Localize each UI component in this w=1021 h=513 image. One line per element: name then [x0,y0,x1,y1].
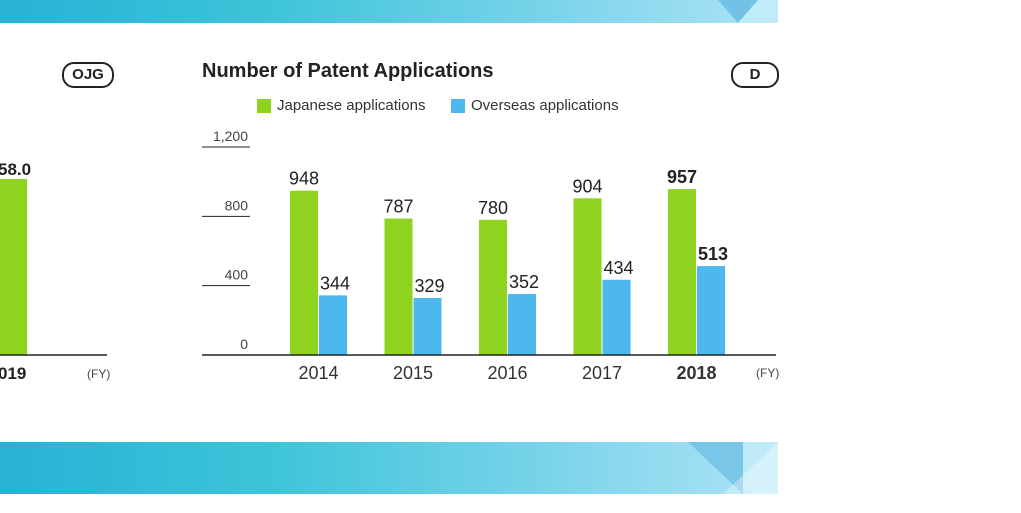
legend-label-japanese: Japanese applications [277,97,426,114]
overseas-value-label-2016: 352 [509,272,539,292]
overseas-value-label-2014: 344 [320,273,350,293]
japanese-value-label-2018: 957 [667,167,697,187]
legend-overseas: Overseas applications [451,97,619,114]
left-panel-badge: OJG [62,62,114,88]
legend-swatch-overseas [451,98,465,113]
overseas-value-label-2017: 434 [603,258,633,278]
japanese-bar-2018 [668,189,696,355]
left-panel-fy-label: (FY) [87,367,110,381]
japanese-bar-2016 [479,219,507,355]
japanese-bar-2017 [573,198,602,355]
japanese-value-label-2017: 904 [572,176,602,196]
x-tick-label-2018: 2018 [676,363,716,383]
overseas-bar-2017 [602,279,631,355]
japanese-value-label-2016: 780 [478,198,508,218]
left-panel-bar-label: 58.0 [0,160,31,179]
overseas-value-label-2018: 513 [698,244,728,264]
japanese-bar-2015 [384,218,413,355]
overseas-bar-2016 [508,293,536,355]
x-tick-label-2014: 2014 [298,363,338,383]
x-axis-unit-label: (FY) [756,366,779,380]
y-tick-label: 1,200 [213,128,248,144]
banner-decoration [718,0,778,23]
japanese-bar-2014 [290,190,318,355]
legend-label-overseas: Overseas applications [471,97,619,114]
top-banner [0,0,778,23]
left-panel-year-label: 019 [0,364,26,383]
x-tick-label-2017: 2017 [582,363,622,383]
overseas-bar-2014 [319,295,347,355]
overseas-bar-2018 [697,266,725,355]
left-panel-bar [0,179,27,355]
banner-decoration [688,442,778,494]
y-tick-label: 0 [240,336,248,352]
y-tick-label: 400 [225,267,249,283]
bottom-banner [0,442,778,494]
y-tick-label: 800 [225,197,249,213]
chart-title: Number of Patent Applications [202,60,494,82]
legend-japanese: Japanese applications [257,97,425,114]
overseas-bar-2015 [413,297,442,355]
x-tick-label-2015: 2015 [393,363,433,383]
japanese-value-label-2015: 787 [383,197,413,217]
overseas-value-label-2015: 329 [414,276,444,296]
chart-badge: D [731,62,779,88]
japanese-value-label-2014: 948 [289,169,319,189]
x-tick-label-2016: 2016 [487,363,527,383]
legend-swatch-japanese [257,98,271,113]
